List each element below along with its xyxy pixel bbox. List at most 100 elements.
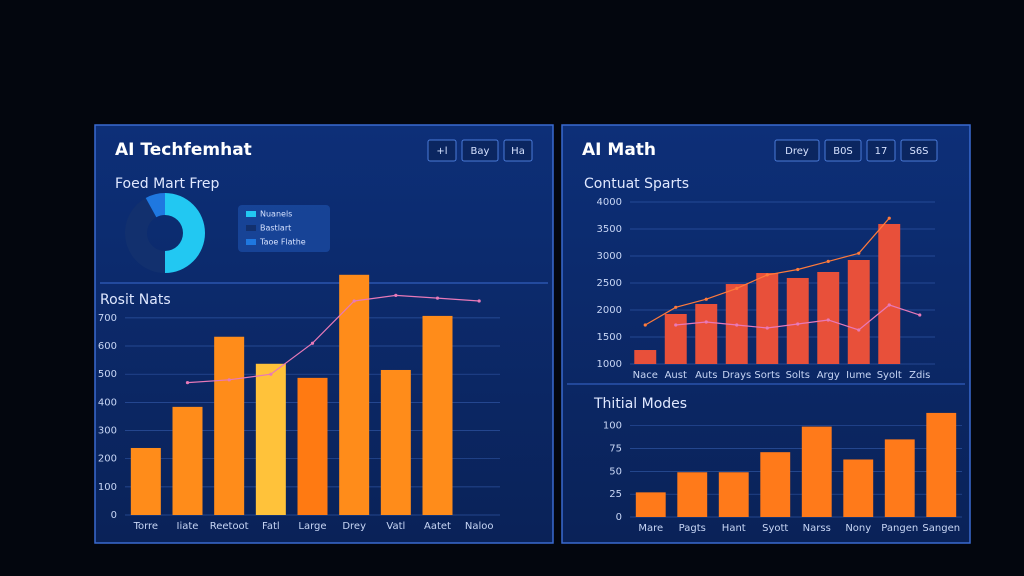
y-tick-label: 600 bbox=[98, 341, 117, 352]
y-tick-label: 2500 bbox=[597, 278, 622, 289]
pie-slice bbox=[165, 193, 205, 273]
panel-title: AI Math bbox=[582, 140, 656, 160]
y-tick-label: 300 bbox=[98, 426, 117, 437]
line-point bbox=[185, 381, 190, 385]
line-point bbox=[765, 273, 769, 277]
x-tick-label: Torre bbox=[133, 521, 159, 532]
line-point bbox=[704, 297, 708, 301]
pie-slice bbox=[145, 193, 165, 218]
bar bbox=[926, 412, 957, 517]
bar bbox=[172, 406, 203, 515]
x-tick-label: Pagts bbox=[679, 523, 706, 534]
button-label[interactable]: Ha bbox=[511, 146, 525, 157]
line-point bbox=[227, 378, 231, 382]
line bbox=[187, 294, 480, 384]
line-point bbox=[269, 372, 273, 376]
button[interactable] bbox=[503, 139, 533, 162]
line-point bbox=[918, 313, 922, 317]
y-tick-label: 0 bbox=[111, 510, 117, 521]
x-tick-label: Sangen bbox=[922, 523, 960, 534]
bar bbox=[422, 315, 453, 515]
button-label[interactable]: B0S bbox=[833, 146, 853, 157]
x-tick-label: Syott bbox=[762, 523, 788, 534]
y-tick-label: 100 bbox=[603, 421, 622, 432]
x-tick-label: Iume bbox=[846, 370, 871, 381]
line-point bbox=[674, 323, 678, 327]
x-tick-label: Fatl bbox=[262, 521, 280, 532]
line-point bbox=[826, 259, 830, 263]
line-point bbox=[857, 328, 861, 332]
button-label[interactable]: +l bbox=[436, 146, 447, 157]
line-point bbox=[394, 293, 398, 297]
pie-slice bbox=[125, 197, 165, 273]
button[interactable] bbox=[900, 139, 938, 162]
bar bbox=[664, 313, 687, 364]
y-tick-label: 25 bbox=[609, 489, 622, 500]
x-tick-label: Nony bbox=[845, 523, 871, 534]
line-point bbox=[887, 216, 891, 220]
bar bbox=[847, 259, 870, 364]
x-tick-label: Vatl bbox=[386, 521, 405, 532]
bar bbox=[878, 223, 901, 364]
line-point bbox=[674, 305, 678, 309]
x-tick-label: Pangen bbox=[881, 523, 918, 534]
button[interactable] bbox=[427, 139, 457, 162]
line-point bbox=[643, 323, 647, 327]
x-tick-label: Aatet bbox=[424, 521, 451, 532]
chart-title: Thitial Modes bbox=[593, 396, 687, 412]
button[interactable] bbox=[866, 139, 896, 162]
y-tick-label: 200 bbox=[98, 454, 117, 465]
x-tick-label: Narss bbox=[803, 523, 831, 534]
x-tick-label: Aust bbox=[665, 370, 687, 381]
button[interactable] bbox=[774, 139, 820, 162]
bar bbox=[756, 273, 779, 364]
x-tick-label: Nace bbox=[633, 370, 658, 381]
line-point bbox=[704, 320, 708, 324]
line-point bbox=[826, 318, 830, 322]
line-point bbox=[735, 286, 739, 290]
bar bbox=[760, 452, 791, 517]
x-tick-label: Zdis bbox=[909, 370, 930, 381]
line-point bbox=[477, 299, 481, 303]
bar bbox=[817, 271, 840, 364]
bar bbox=[635, 492, 666, 517]
line-point bbox=[857, 251, 861, 255]
bar bbox=[718, 472, 749, 517]
y-tick-label: 75 bbox=[609, 444, 622, 455]
x-tick-label: Naloo bbox=[465, 521, 494, 532]
chart-title: Contuat Sparts bbox=[584, 176, 689, 192]
line-point bbox=[435, 296, 440, 300]
x-tick-label: Solts bbox=[786, 370, 810, 381]
button-label[interactable]: Drey bbox=[785, 146, 809, 157]
x-tick-label: Drey bbox=[342, 521, 366, 532]
bar bbox=[843, 459, 874, 517]
button[interactable] bbox=[824, 139, 862, 162]
bar bbox=[786, 277, 809, 364]
button-label[interactable]: S6S bbox=[909, 146, 928, 157]
panel-title: AI Techfemhat bbox=[115, 140, 252, 160]
legend-label: Nuanels bbox=[260, 210, 292, 219]
x-tick-label: Syolt bbox=[877, 370, 902, 381]
y-tick-label: 500 bbox=[98, 369, 117, 380]
x-tick-label: Reetoot bbox=[210, 521, 249, 532]
x-tick-label: Drays bbox=[722, 370, 751, 381]
bar bbox=[130, 447, 161, 515]
button-label[interactable]: Bay bbox=[471, 146, 490, 157]
button[interactable] bbox=[461, 139, 499, 162]
bar bbox=[801, 426, 832, 517]
bar bbox=[297, 377, 328, 515]
button-label[interactable]: 17 bbox=[875, 146, 888, 157]
x-tick-label: Sorts bbox=[754, 370, 780, 381]
bar bbox=[695, 304, 718, 364]
line-point bbox=[310, 341, 315, 345]
y-tick-label: 400 bbox=[98, 397, 117, 408]
line-point bbox=[352, 299, 356, 303]
bar bbox=[380, 369, 411, 515]
y-tick-label: 2000 bbox=[597, 305, 622, 316]
chart-title: Foed Mart Frep bbox=[115, 176, 220, 192]
y-tick-label: 1000 bbox=[597, 359, 622, 370]
x-tick-label: Argy bbox=[817, 370, 840, 381]
x-tick-label: Auts bbox=[695, 370, 717, 381]
bar bbox=[339, 274, 370, 515]
